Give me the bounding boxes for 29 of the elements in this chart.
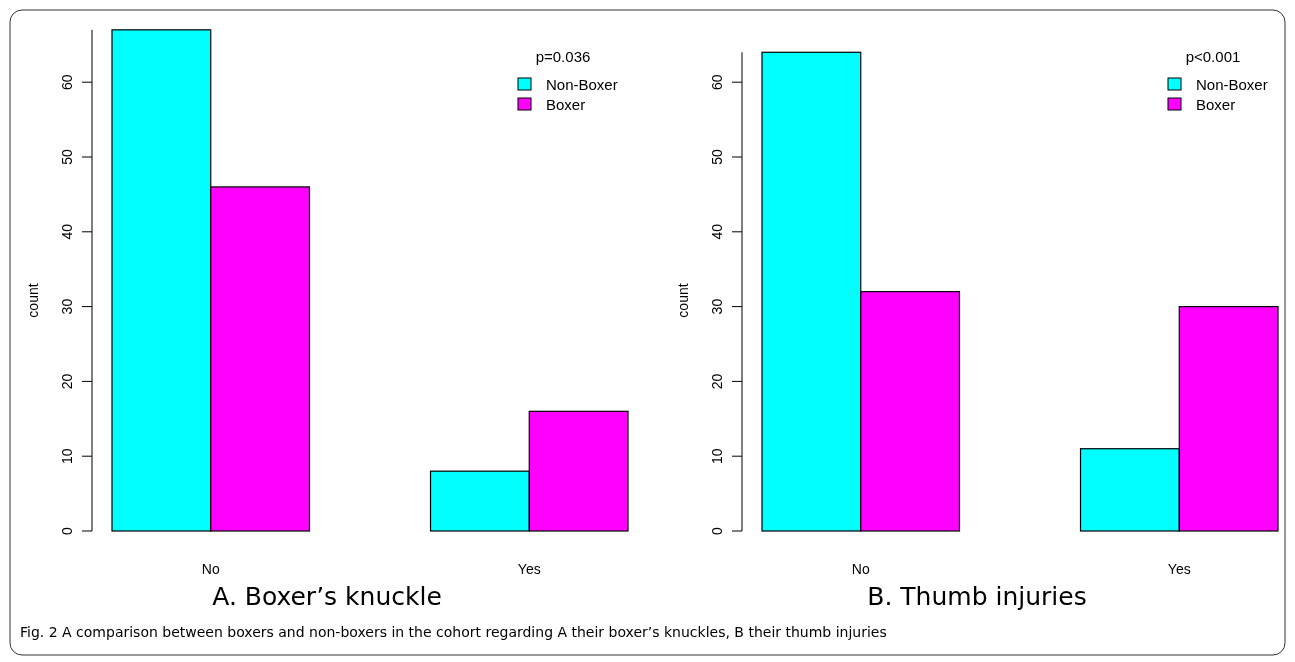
x-tick-label: No bbox=[851, 561, 870, 577]
y-tick-label: 10 bbox=[709, 448, 725, 464]
legend-label: Boxer bbox=[1196, 96, 1236, 113]
y-tick-label: 60 bbox=[709, 74, 725, 90]
text: A. Boxer’s knuckle bbox=[212, 582, 442, 611]
y-tick-label: 40 bbox=[709, 223, 725, 240]
x-tick-label: No bbox=[201, 561, 220, 577]
y-tick-label: 30 bbox=[709, 298, 725, 315]
y-tick-label: 50 bbox=[709, 149, 725, 165]
y-tick-label: 50 bbox=[59, 149, 75, 165]
y-axis-title: count bbox=[25, 283, 41, 318]
y-tick-label: 10 bbox=[59, 448, 75, 464]
caption: Fig. 2 A comparison between boxers and non-boxers in the cohort regarding A their boxer’s knuckles, B their thumb injuries bbox=[20, 624, 887, 640]
y-axis-title: count bbox=[675, 283, 691, 318]
text: B. Thumb injuries bbox=[867, 582, 1087, 611]
x-tick-label: Yes bbox=[517, 561, 541, 577]
legend-label: Boxer bbox=[546, 96, 586, 113]
y-tick-label: 20 bbox=[59, 373, 75, 390]
legend-title: p=0.036 bbox=[535, 48, 591, 65]
legend-title: p<0.001 bbox=[1185, 48, 1241, 65]
y-tick-label: 60 bbox=[59, 74, 75, 90]
y-tick-label: 0 bbox=[59, 526, 75, 535]
legend-label: Non-Boxer bbox=[1196, 76, 1268, 93]
legend-label: Non-Boxer bbox=[546, 76, 618, 93]
y-tick-label: 40 bbox=[59, 223, 75, 240]
y-tick-label: 20 bbox=[709, 373, 725, 390]
y-tick-label: 30 bbox=[59, 298, 75, 315]
y-tick-label: 0 bbox=[709, 526, 725, 535]
x-tick-label: Yes bbox=[1167, 561, 1191, 577]
